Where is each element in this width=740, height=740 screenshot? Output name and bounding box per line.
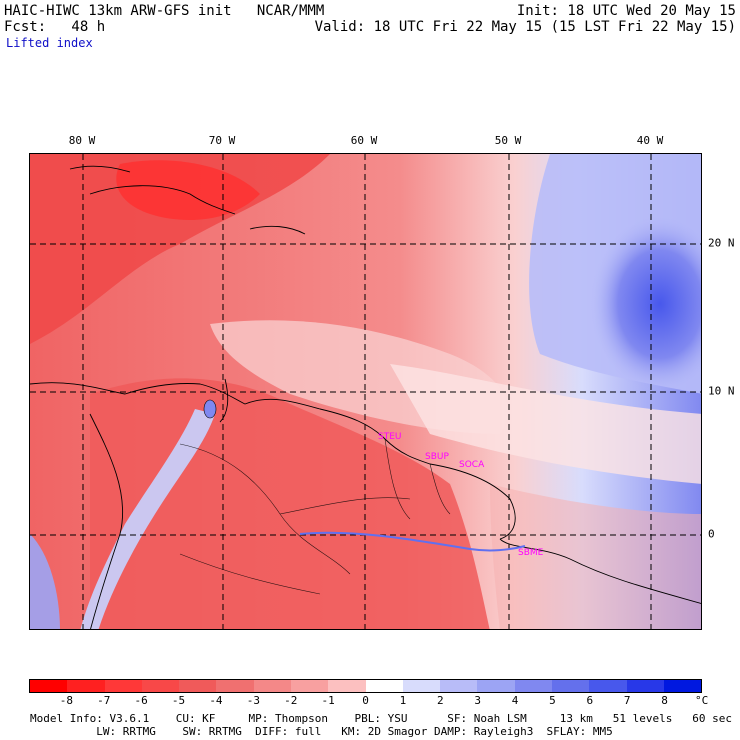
map-field-svg xyxy=(30,154,701,629)
colorbar-tick-label: -8 xyxy=(59,694,73,707)
colorbar-swatch xyxy=(626,680,664,692)
field-core-region xyxy=(116,160,260,220)
colorbar-swatch xyxy=(477,680,515,692)
station-sbup: SBUP xyxy=(425,452,449,462)
field-pacific-blue xyxy=(30,534,60,629)
colorbar-swatch xyxy=(402,680,441,692)
field-name: Lifted index xyxy=(6,36,93,50)
colorbar-tick-label: 5 xyxy=(549,694,556,707)
field-strong-negative-region xyxy=(30,154,330,344)
colorbar-tick-label: 8 xyxy=(661,694,668,707)
colorbar-swatch xyxy=(589,680,627,692)
lake-maracaibo xyxy=(203,399,217,419)
colorbar-swatch xyxy=(104,680,142,692)
header-model-title: HAIC-HIWC 13km ARW-GFS init NCAR/MMM xyxy=(4,3,325,19)
colorbar-swatch xyxy=(290,680,329,692)
colorbar-tick-label: -5 xyxy=(171,694,186,707)
station-soca: SOCA xyxy=(459,460,485,470)
field-southeast-pale xyxy=(490,484,701,629)
footer-physics-info: LW: RRTMG SW: RRTMG DIFF: full KM: 2D Sm… xyxy=(30,725,613,738)
graticule xyxy=(30,154,701,629)
header-forecast-hour: Fcst: 48 h xyxy=(4,19,106,35)
station-steu: STEU xyxy=(378,432,402,442)
colorbar-swatch xyxy=(365,680,403,692)
lifted-index-map xyxy=(29,153,702,630)
colorbar-tick-label: 1 xyxy=(399,694,407,707)
colorbar-tick-label: -7 xyxy=(97,694,111,707)
field-atlantic-band xyxy=(390,364,701,484)
colorbar-tick-label: 4 xyxy=(511,694,519,707)
colorbar-tick-label: -4 xyxy=(209,694,223,707)
lat-label-0: 0 xyxy=(708,527,715,541)
colorbar-tick-label: 0 xyxy=(362,694,369,707)
lon-label-40w: 40 W xyxy=(636,134,664,147)
colorbar-tick-label: 6 xyxy=(586,694,594,707)
lon-label-80w: 80 W xyxy=(68,134,96,147)
colorbar-tick-label: -6 xyxy=(134,694,148,707)
colorbar-swatch xyxy=(30,680,68,692)
header-valid-time: Valid: 18 UTC Fri 22 May 15 (15 LST Fri … xyxy=(314,19,736,35)
lon-label-70w: 70 W xyxy=(208,134,236,147)
colorbar-swatch xyxy=(179,680,217,692)
country-borders xyxy=(179,438,451,595)
colorbar-swatch xyxy=(253,680,291,692)
colorbar xyxy=(29,679,702,693)
colorbar-swatch xyxy=(514,680,552,692)
lat-label-10n: 10 N xyxy=(708,384,735,398)
lat-label-20n: 20 N xyxy=(708,236,735,250)
field-stable-core xyxy=(590,214,701,394)
colorbar-swatch xyxy=(440,680,478,692)
footer-model-info: Model Info: V3.6.1 CU: KF MP: Thompson P… xyxy=(30,712,732,725)
colorbar-swatch xyxy=(216,680,254,692)
colorbar-tick-label: -3 xyxy=(246,694,260,707)
colorbar-tick-label: 2 xyxy=(436,694,444,707)
header-init-time: Init: 18 UTC Wed 20 May 15 xyxy=(516,3,736,19)
colorbar-tick-label: 7 xyxy=(623,694,631,707)
colorbar-swatch xyxy=(663,680,702,692)
colorbar-swatch xyxy=(328,680,366,692)
colorbar-unit: °C xyxy=(695,694,709,707)
colorbar-tick-label: 3 xyxy=(474,694,481,707)
colorbar-tick-label: -2 xyxy=(284,694,298,707)
lon-label-60w: 60 W xyxy=(350,134,378,147)
colorbar-swatch xyxy=(141,680,180,692)
coastlines xyxy=(30,165,701,629)
field-andes-strip xyxy=(80,409,215,629)
station-sbme: SBME xyxy=(518,548,544,558)
amazon-river xyxy=(299,531,526,552)
colorbar-swatch xyxy=(551,680,590,692)
colorbar-tick-label: -1 xyxy=(321,694,335,707)
colorbar-swatch xyxy=(67,680,105,692)
lon-label-50w: 50 W xyxy=(494,134,522,147)
